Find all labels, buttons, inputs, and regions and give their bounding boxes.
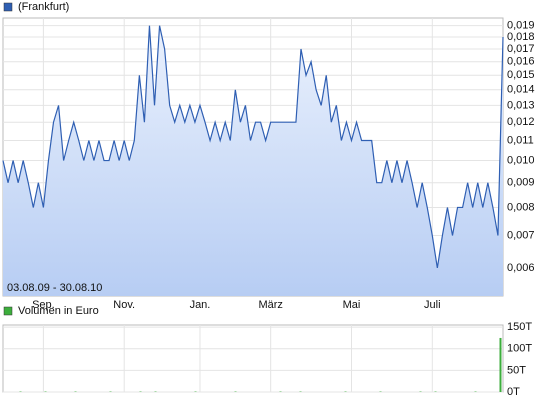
y-tick-label: 0T xyxy=(507,386,520,398)
y-tick-label: 0,014 xyxy=(507,84,535,96)
legend-swatch xyxy=(4,307,12,315)
x-tick-label: Juli xyxy=(424,299,441,311)
y-tick-label: 0,013 xyxy=(507,99,535,111)
legend-label: (Frankfurt) xyxy=(18,1,69,13)
y-tick-label: 0,006 xyxy=(507,262,535,274)
legend-swatch xyxy=(4,3,12,11)
y-tick-label: 0,018 xyxy=(507,31,535,43)
x-tick-label: Jan. xyxy=(190,299,211,311)
y-tick-label: 0,012 xyxy=(507,116,535,128)
y-tick-label: 0,009 xyxy=(507,177,535,189)
x-tick-label: Mai xyxy=(343,299,361,311)
x-tick-label: März xyxy=(258,299,282,311)
x-tick-label: Nov. xyxy=(113,299,135,311)
y-tick-label: 100T xyxy=(507,343,532,355)
y-tick-label: 50T xyxy=(507,364,526,376)
y-tick-label: 150T xyxy=(507,321,532,333)
y-tick-label: 0,017 xyxy=(507,43,535,55)
y-tick-label: 0,016 xyxy=(507,56,535,68)
y-tick-label: 0,011 xyxy=(507,134,534,146)
y-tick-label: 0,008 xyxy=(507,201,535,213)
bar xyxy=(500,338,502,392)
plot-frame xyxy=(3,325,503,392)
legend-label: Volumen in Euro xyxy=(18,305,99,317)
y-tick-label: 0,010 xyxy=(507,154,535,166)
y-tick-label: 0,015 xyxy=(507,69,535,81)
y-tick-label: 0,019 xyxy=(507,20,535,32)
date-range: 03.08.09 - 30.08.10 xyxy=(7,282,102,294)
y-tick-label: 0,007 xyxy=(507,229,535,241)
